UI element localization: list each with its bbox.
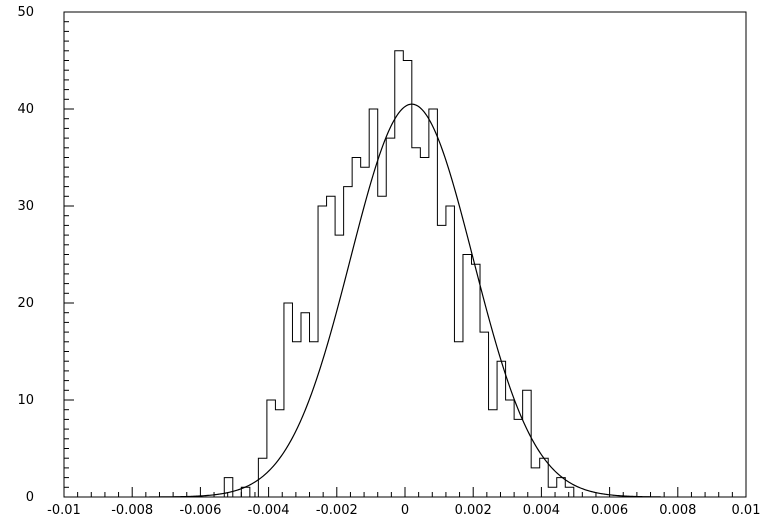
histogram-bar — [480, 332, 489, 497]
histogram-bar — [531, 468, 540, 497]
y-tick-label: 40 — [17, 102, 34, 117]
histogram-bar — [344, 187, 353, 497]
histogram-bar — [352, 158, 361, 498]
y-tick-label: 50 — [17, 5, 34, 20]
histogram-bar — [412, 148, 421, 497]
histogram-bar — [224, 478, 233, 497]
y-tick-label: 20 — [17, 296, 34, 311]
x-tick-label: -0.002 — [316, 503, 358, 518]
histogram-bar — [267, 400, 276, 497]
histogram-bar — [378, 196, 387, 497]
histogram-bar — [514, 419, 523, 497]
y-axis: 0 10 20 30 40 50 — [17, 5, 74, 505]
histogram-bar — [284, 303, 293, 497]
histogram-bar — [335, 235, 344, 497]
histogram-bar — [523, 390, 532, 497]
x-tick-label: 0.004 — [523, 503, 560, 518]
histogram-bar — [437, 225, 446, 497]
y-tick-label: 30 — [17, 199, 34, 214]
histogram-bar — [420, 158, 429, 498]
histogram-bar — [565, 487, 574, 497]
y-tick-label: 0 — [26, 490, 34, 505]
histogram-bar — [403, 61, 412, 498]
x-tick-label: -0.006 — [179, 503, 221, 518]
histogram-outline — [223, 50, 575, 498]
histogram-bar — [301, 313, 310, 497]
x-tick-label: 0 — [401, 503, 409, 518]
histogram-bar — [454, 342, 463, 497]
x-axis: -0.01 -0.008 -0.006 -0.004 -0.002 0 0.002 0.004… — [47, 487, 760, 518]
histogram-bar — [258, 458, 267, 497]
histogram-bar — [489, 410, 498, 497]
y-tick-label: 10 — [17, 393, 34, 408]
histogram-bar — [327, 196, 336, 497]
histogram-bar — [446, 206, 455, 497]
histogram-bar — [292, 342, 301, 497]
x-tick-label: 0.008 — [659, 503, 696, 518]
histogram-bar — [386, 138, 395, 497]
histogram-bar — [429, 109, 438, 497]
histogram-bar — [463, 255, 472, 498]
histogram-bar — [471, 264, 480, 497]
gaussian-fit-curve — [149, 103, 661, 498]
histogram-bar — [506, 400, 515, 497]
x-tick-label: 0.002 — [455, 503, 492, 518]
histogram-bar — [557, 478, 566, 497]
x-tick-label: 0.006 — [591, 503, 628, 518]
histogram-bar — [369, 109, 378, 497]
x-tick-label: -0.004 — [248, 503, 290, 518]
histogram-bars — [224, 51, 574, 497]
histogram-bar — [497, 361, 506, 497]
histogram-bar — [310, 342, 319, 497]
x-tick-label: -0.008 — [111, 503, 153, 518]
x-tick-label: 0.01 — [732, 503, 761, 518]
histogram-bar — [548, 487, 557, 497]
x-tick-label: -0.01 — [47, 503, 81, 518]
histogram-bar — [540, 458, 549, 497]
